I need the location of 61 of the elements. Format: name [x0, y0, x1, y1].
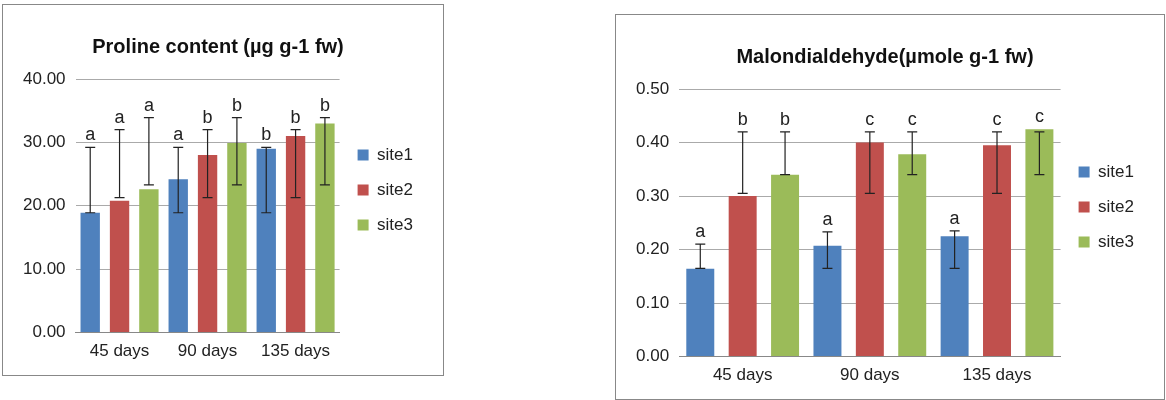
- annotation: b: [737, 108, 748, 129]
- annotation: a: [143, 94, 155, 115]
- bar: [227, 143, 247, 333]
- y-tick-label: 0.20: [635, 239, 670, 259]
- annotation: c: [865, 108, 875, 129]
- chart-title: Proline content (µg g-1 fw): [92, 34, 344, 57]
- legend-label: site3: [1098, 231, 1135, 251]
- annotation: b: [780, 108, 791, 129]
- bar: [686, 268, 715, 357]
- y-tick-label: 30.00: [22, 132, 66, 152]
- annotation: b: [261, 124, 272, 145]
- bar: [197, 155, 218, 333]
- annotation: a: [173, 124, 185, 145]
- y-tick-label: 0.00: [635, 346, 670, 366]
- bar: [983, 145, 1011, 357]
- bar: [168, 179, 188, 333]
- x-tick-label: 90 days: [177, 341, 238, 361]
- legend-label: site2: [377, 179, 414, 199]
- x-tick-label: 45 days: [89, 341, 150, 361]
- annotation: b: [319, 94, 330, 115]
- chart-title: Malondialdehyde(µmole g-1 fw): [736, 44, 1034, 67]
- bar: [940, 236, 969, 357]
- y-tick-label: 0.30: [635, 185, 670, 205]
- annotation: a: [114, 106, 126, 127]
- annotation: b: [290, 106, 301, 127]
- y-tick-label: 20.00: [22, 195, 66, 215]
- bar: [285, 136, 306, 333]
- legend-label: site1: [377, 144, 414, 164]
- legend-label: site1: [1098, 161, 1135, 181]
- bar: [728, 196, 757, 357]
- annotation: a: [949, 207, 961, 228]
- bar: [315, 123, 335, 333]
- annotation: b: [202, 106, 213, 127]
- y-tick-label: 0.40: [635, 132, 670, 152]
- x-tick-label: 135 days: [261, 341, 331, 361]
- y-tick-label: 0.50: [635, 78, 670, 98]
- bar: [80, 212, 100, 333]
- annotation: a: [85, 124, 97, 145]
- x-tick-label: 45 days: [712, 365, 773, 385]
- bar: [139, 189, 159, 333]
- legend-label: site3: [377, 214, 414, 234]
- y-tick-label: 0.10: [635, 292, 670, 312]
- x-tick-label: 135 days: [962, 365, 1032, 385]
- annotation: c: [1034, 106, 1044, 127]
- bar: [813, 245, 842, 357]
- bar: [771, 174, 800, 357]
- y-tick-label: 0.00: [32, 322, 66, 342]
- annotation: c: [992, 108, 1002, 129]
- bar: [1025, 129, 1054, 357]
- annotation: a: [695, 221, 707, 242]
- annotation: c: [907, 108, 917, 129]
- bar: [256, 148, 276, 333]
- annotation: b: [231, 94, 242, 115]
- annotation: a: [822, 208, 834, 229]
- y-tick-label: 10.00: [22, 258, 66, 278]
- bar: [109, 200, 130, 333]
- bar: [855, 142, 884, 357]
- bar: [898, 154, 927, 357]
- x-tick-label: 90 days: [840, 365, 900, 385]
- y-tick-label: 40.00: [22, 68, 66, 88]
- legend-label: site2: [1098, 196, 1135, 216]
